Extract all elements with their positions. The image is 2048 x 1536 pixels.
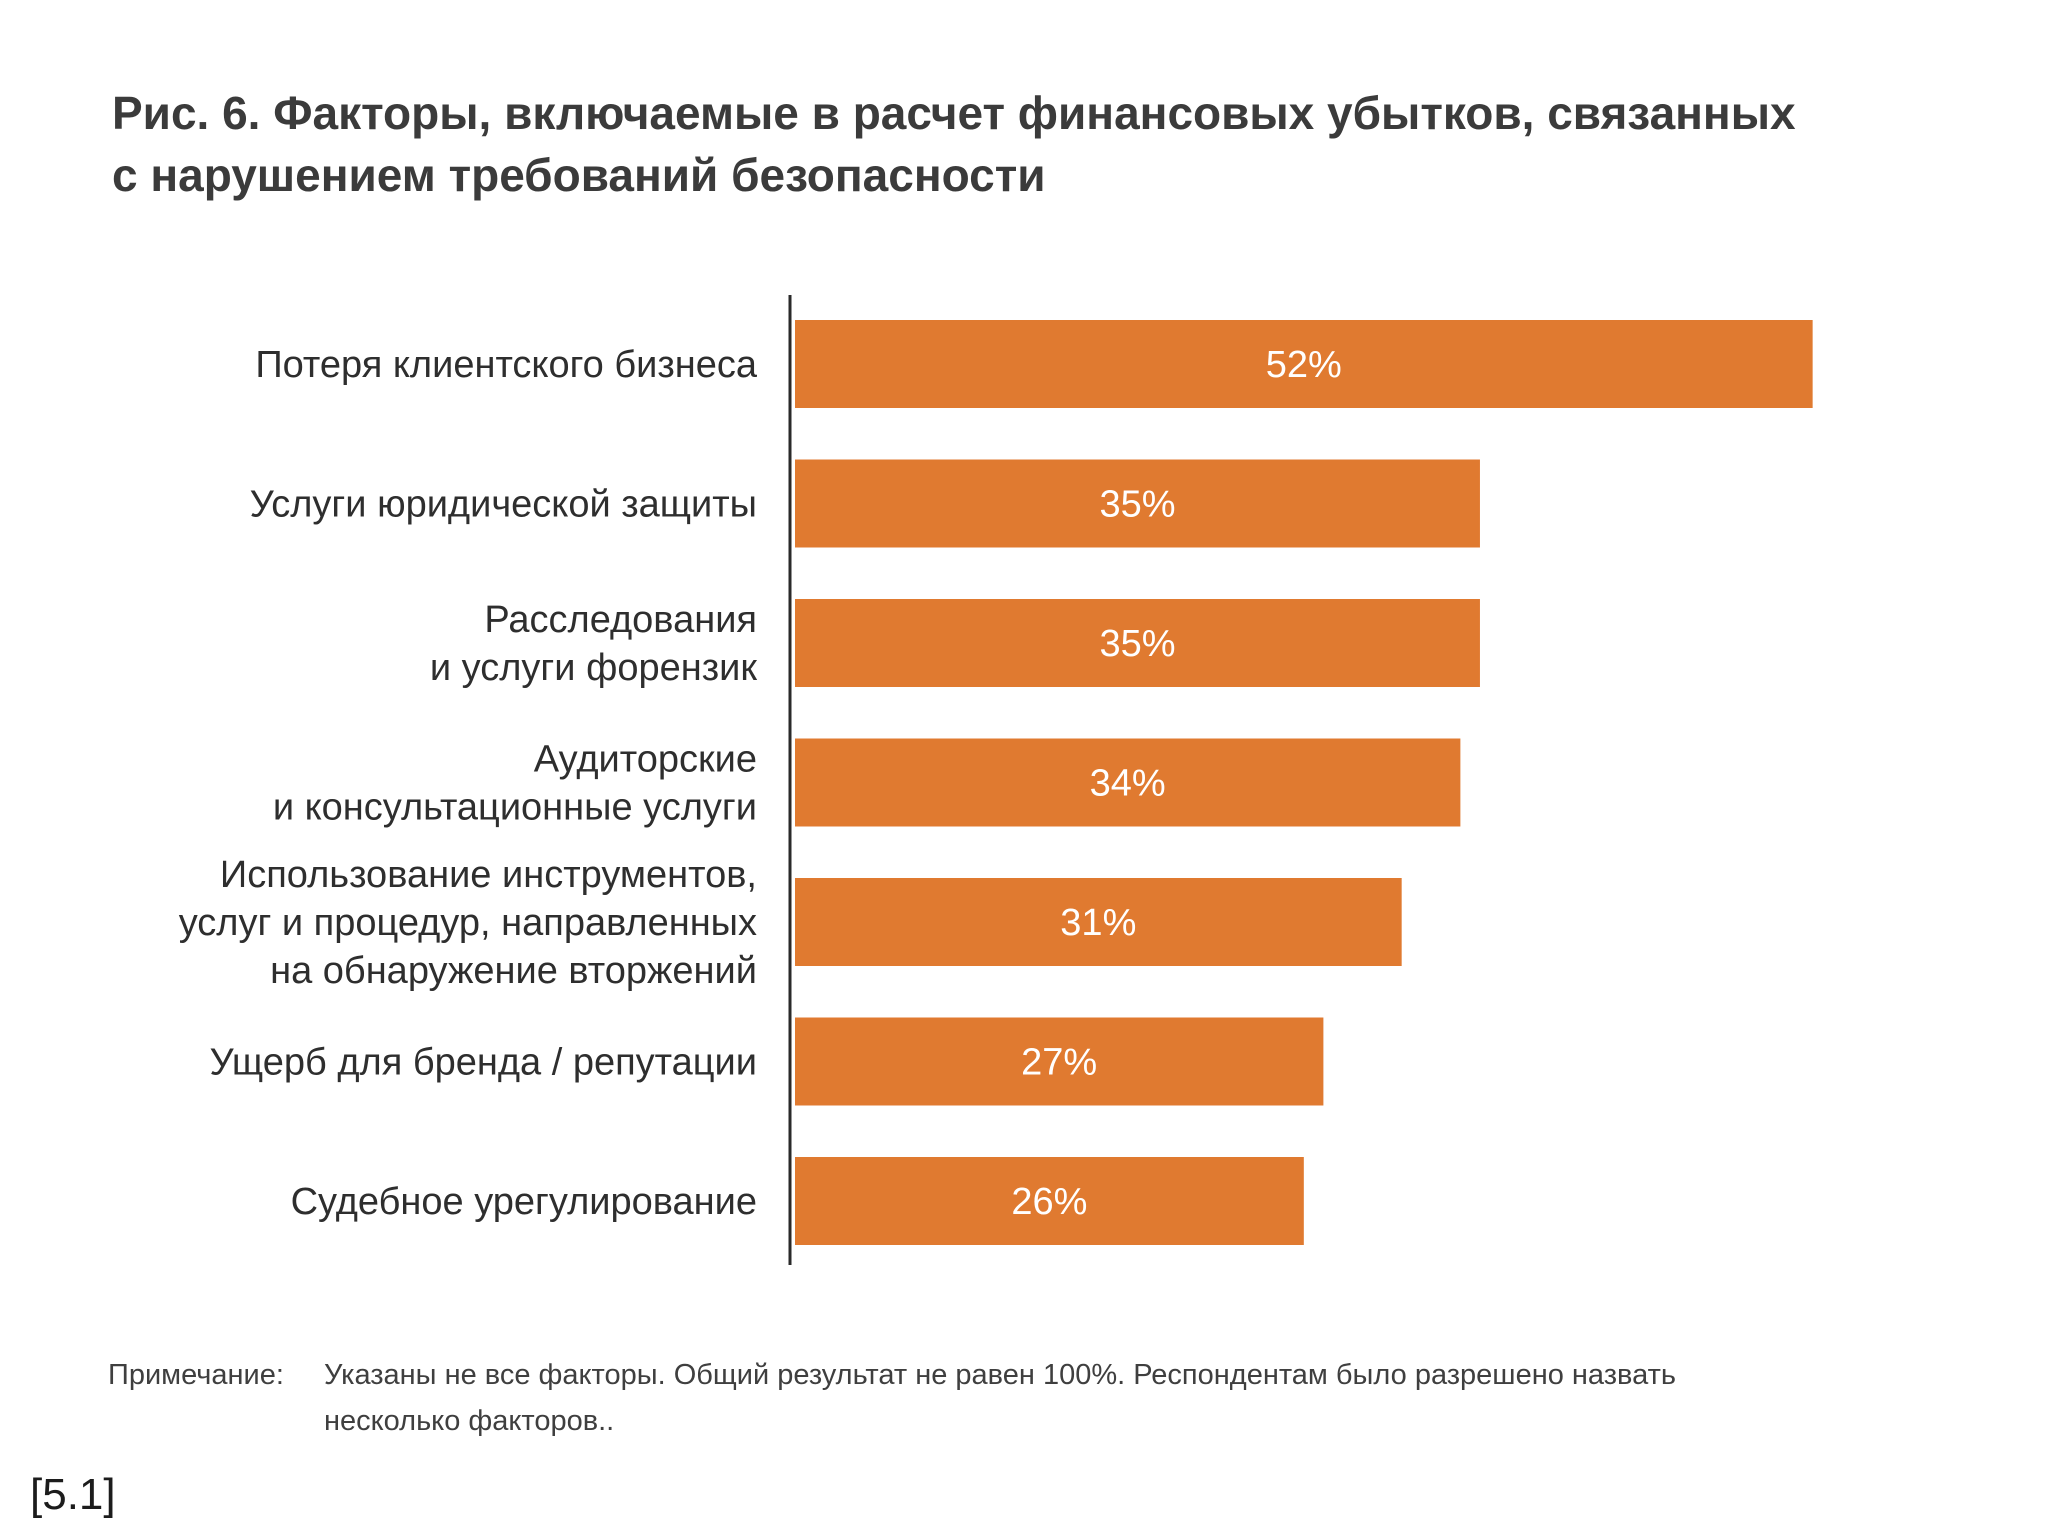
bar-4 [795,738,1461,827]
category-label-4-line-1: Аудиторские [534,739,757,781]
category-label-4-line-2: и консультационные услуги [273,787,757,829]
category-label-5-line-2: услуг и процедур, направленных [179,902,757,944]
category-label-2-line-1: Услуги юридической защиты [250,484,757,526]
bar-value-label-5: 31% [1060,902,1136,944]
bar-value-label-4: 34% [1090,763,1166,805]
category-label-5-line-1: Использование инструментов, [220,854,757,896]
note-prefix: Примечание: [108,1359,284,1391]
bar-5 [795,878,1402,966]
chart-title: Рис. 6. Факторы, включаемые в расчет фин… [112,82,1992,206]
bar-1 [795,320,1813,408]
bar-6 [795,1017,1324,1106]
category-label-5-line-3: на обнаружение вторжений [270,950,757,992]
bar-value-label-7: 26% [1011,1181,1087,1223]
chart-note: Примечание: Указаны не все факторы. Общий… [108,1352,2008,1444]
bar-value-label-2: 35% [1099,484,1175,526]
category-label-7-line-1: Судебное урегулирование [291,1181,757,1223]
category-label-6-line-1: Ущерб для бренда / репутации [209,1042,757,1084]
bar-value-label-6: 27% [1021,1042,1097,1084]
category-label-3-line-2: и услуги форензик [430,647,757,689]
category-labels-group: Потеря клиентского бизнеса Услуги юридиче… [179,344,758,1223]
bar-value-label-1: 52% [1266,344,1342,386]
bar-value-label-3: 35% [1099,623,1175,665]
category-label-1-line-1: Потеря клиентского бизнеса [255,344,758,386]
bar-7 [795,1157,1304,1245]
note-line-2: несколько факторов.. [324,1405,615,1437]
chart-title-line-2: с нарушением требований безопасности [112,149,1046,201]
footnote-reference: [5.1] [30,1470,116,1519]
bar-3 [795,599,1480,687]
chart-title-line-1: Рис. 6. Факторы, включаемые в расчет фин… [112,87,1796,139]
bars-group: 52% 35% 35% 34% 31% 27% 26% [795,320,1813,1245]
bar-chart: 52% 35% 35% 34% 31% 27% 26% Потеря клиентского… [179,295,1813,1265]
bar-2 [795,459,1480,548]
category-label-3-line-1: Расследования [484,599,757,641]
note-line-1: Указаны не все факторы. Общий результат … [324,1359,1676,1391]
